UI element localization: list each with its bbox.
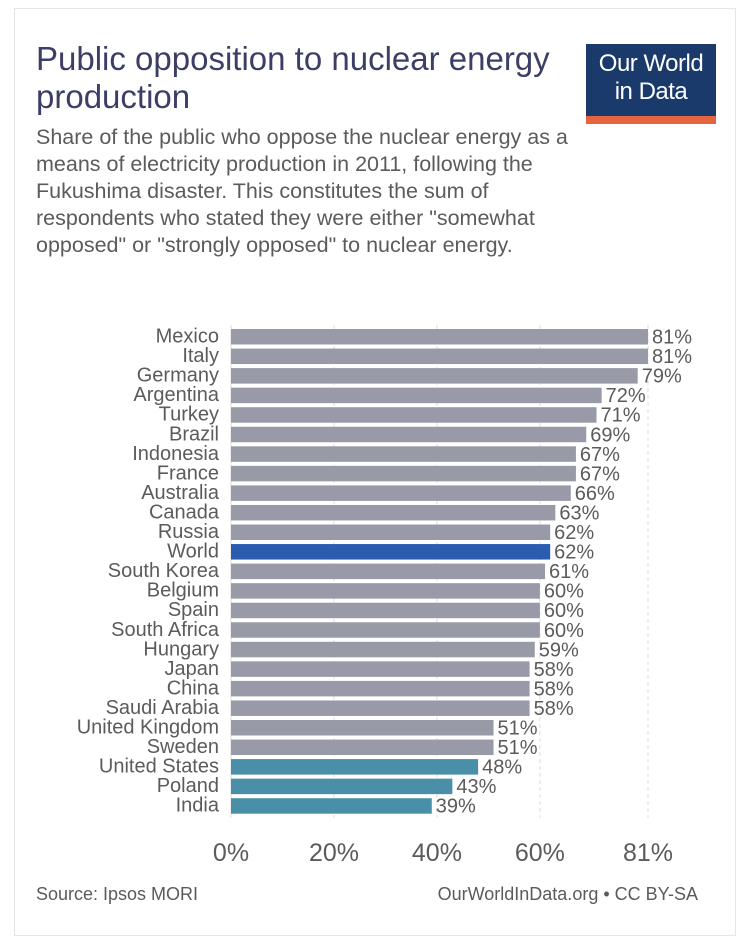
category-label: Saudi Arabia [106,697,220,719]
bar[interactable] [231,465,576,482]
bar[interactable] [231,563,546,580]
category-label: World [167,541,219,563]
bar[interactable] [231,329,648,345]
bar[interactable] [231,524,551,541]
bar[interactable] [231,700,530,716]
value-label: 72% [606,385,646,407]
x-axis-ticks: 0% 20% 40% 60% 81% [213,839,673,867]
category-label: Indonesia [132,443,220,465]
logo-text-line1: Our World [598,50,704,77]
x-tick-label: 81% [623,839,673,867]
category-label: Germany [137,365,219,387]
value-label: 58% [534,698,574,720]
bar[interactable] [231,759,479,775]
category-label: Italy [182,345,219,367]
value-label: 71% [601,405,641,427]
value-label: 63% [559,502,599,524]
category-label: Brazil [169,423,219,445]
value-label: 69% [590,424,630,446]
category-label: Russia [158,521,220,543]
value-label: 81% [652,346,692,368]
value-label: 61% [549,561,589,583]
bar-chart: Mexico 81% Italy 81% Germany 79% Argentina 72% T… [77,325,693,867]
bar[interactable] [231,368,638,384]
category-label: Belgium [147,580,219,602]
category-label: Japan [165,658,220,680]
value-label: 51% [498,718,538,740]
bar[interactable] [231,720,494,736]
category-label: South Korea [108,560,220,582]
bar[interactable] [231,622,540,638]
value-label: 60% [544,600,584,622]
chart-title: Public opposition to nuclear energy prod… [36,40,550,115]
value-label: 39% [436,796,476,818]
bar[interactable] [231,446,576,462]
x-tick-label: 60% [515,839,565,867]
bar[interactable] [231,583,540,599]
bar[interactable] [231,680,530,697]
logo-underline [586,116,716,124]
chart-subtitle: Share of the public who oppose the nucle… [36,125,568,257]
source-note: Source: Ipsos MORI [36,884,199,904]
x-tick-label: 20% [309,839,359,867]
category-label: Hungary [143,638,219,660]
category-label: South Africa [111,619,220,641]
value-label: 51% [498,737,538,759]
category-label: Sweden [147,736,219,758]
category-label: Poland [157,775,219,797]
value-label: 58% [534,678,574,700]
x-tick-label: 0% [213,839,249,867]
value-label: 81% [652,327,692,349]
bar[interactable] [231,407,597,423]
value-label: 58% [534,659,574,681]
category-label: Canada [149,501,220,523]
value-label: 67% [580,463,620,485]
value-label: 79% [642,366,682,388]
value-label: 66% [575,483,615,505]
value-label: 43% [456,776,496,798]
logo-text-line2: in Data [614,78,688,105]
value-label: 60% [544,581,584,603]
bar[interactable] [231,661,530,677]
value-label: 59% [539,639,579,661]
bars: Mexico 81% Italy 81% Germany 79% Argentina 72% T… [77,326,693,818]
category-label: Mexico [156,326,219,348]
value-label: 48% [482,757,522,779]
bar[interactable] [231,778,453,795]
value-label: 67% [580,444,620,466]
value-label: 62% [554,542,594,564]
bar[interactable] [231,739,494,756]
value-label: 62% [554,522,594,544]
category-label: India [176,795,220,817]
x-tick-label: 40% [412,839,462,867]
bar[interactable] [231,485,571,501]
value-label: 60% [544,620,584,642]
bar[interactable] [231,387,602,404]
owid-logo[interactable]: Our World in Data [586,44,716,124]
category-label: China [167,677,220,699]
category-label: Spain [168,599,219,621]
bar[interactable] [231,798,432,814]
bar[interactable] [231,544,551,560]
category-label: United Kingdom [77,717,219,739]
license-link[interactable]: OurWorldInData.org • CC BY-SA [437,884,698,904]
category-label: Australia [141,482,220,504]
bar[interactable] [231,641,535,658]
category-label: Argentina [133,384,219,406]
bar[interactable] [231,602,540,619]
category-label: France [157,462,219,484]
bar[interactable] [231,348,648,365]
bar[interactable] [231,426,587,443]
bar[interactable] [231,504,556,521]
category-label: United States [99,756,219,778]
category-label: Turkey [159,404,219,426]
